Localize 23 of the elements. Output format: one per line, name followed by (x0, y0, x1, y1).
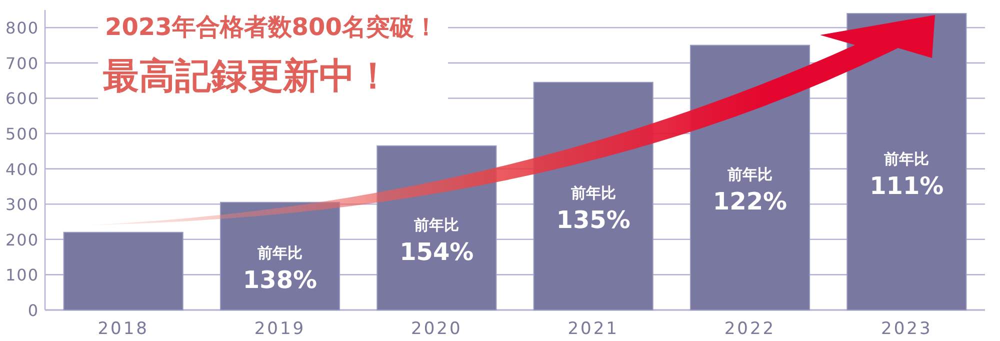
annotation: 前年比 138% (242, 244, 318, 294)
x-tick-label: 2023 (881, 319, 932, 339)
x-tick-label: 2021 (568, 319, 619, 339)
annotation: 前年比 111% (870, 150, 944, 200)
annotation: 前年比 154% (400, 216, 474, 266)
y-tick-label: 700 (5, 54, 39, 73)
annotation: 前年比 135% (556, 184, 630, 234)
chart-title: 2023年合格者数800名突破！ (105, 13, 438, 41)
bar (63, 232, 184, 310)
y-tick-label: 0 (28, 301, 39, 320)
x-tick-label: 2019 (254, 319, 306, 339)
y-tick-label: 200 (5, 230, 39, 250)
x-tick-label: 2020 (411, 319, 462, 339)
y-tick-label: 800 (5, 18, 39, 38)
x-tick-label: 2022 (724, 319, 776, 339)
y-tick-label: 600 (5, 89, 39, 108)
y-tick-label: 300 (5, 195, 39, 214)
y-tick-label: 400 (5, 160, 39, 179)
x-tick-label: 2018 (98, 319, 149, 339)
y-tick-label: 100 (5, 266, 39, 285)
annotation: 前年比 122% (712, 166, 788, 216)
y-tick-label: 500 (5, 124, 39, 144)
text: 最高記録更新中！ (103, 56, 391, 97)
